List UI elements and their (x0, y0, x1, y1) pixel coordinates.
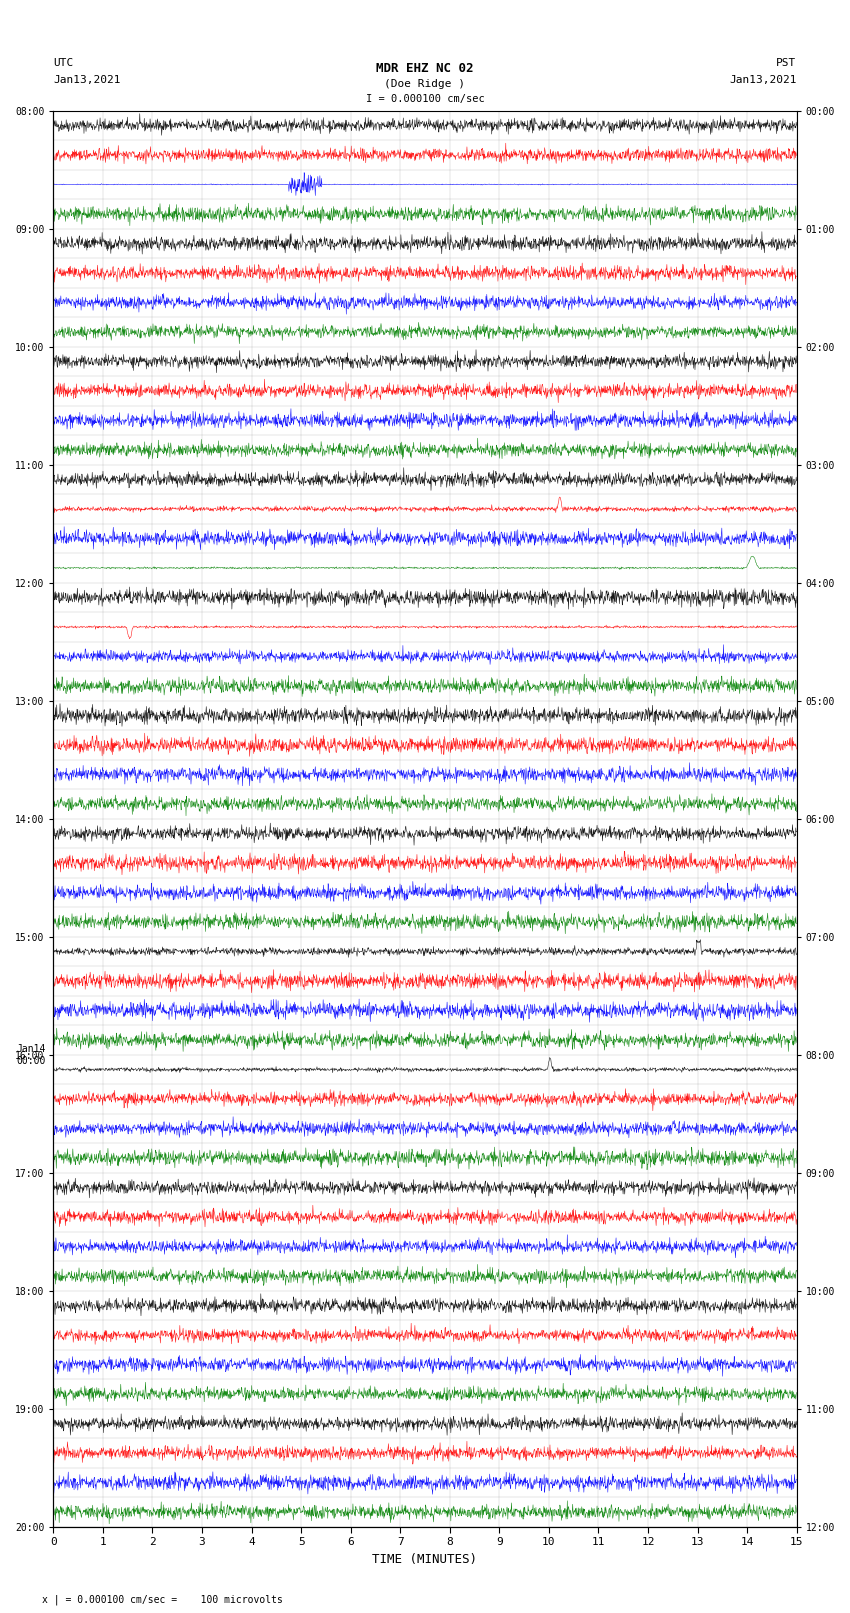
Text: Jan13,2021: Jan13,2021 (54, 76, 121, 85)
Text: (Doe Ridge ): (Doe Ridge ) (384, 79, 466, 89)
Text: Jan14
00:00: Jan14 00:00 (17, 1044, 46, 1066)
Text: PST: PST (776, 58, 796, 68)
X-axis label: TIME (MINUTES): TIME (MINUTES) (372, 1553, 478, 1566)
Text: x | = 0.000100 cm/sec =    100 microvolts: x | = 0.000100 cm/sec = 100 microvolts (42, 1594, 283, 1605)
Text: Jan13,2021: Jan13,2021 (729, 76, 796, 85)
Text: I = 0.000100 cm/sec: I = 0.000100 cm/sec (366, 94, 484, 103)
Text: UTC: UTC (54, 58, 74, 68)
Text: MDR EHZ NC 02: MDR EHZ NC 02 (377, 63, 473, 76)
